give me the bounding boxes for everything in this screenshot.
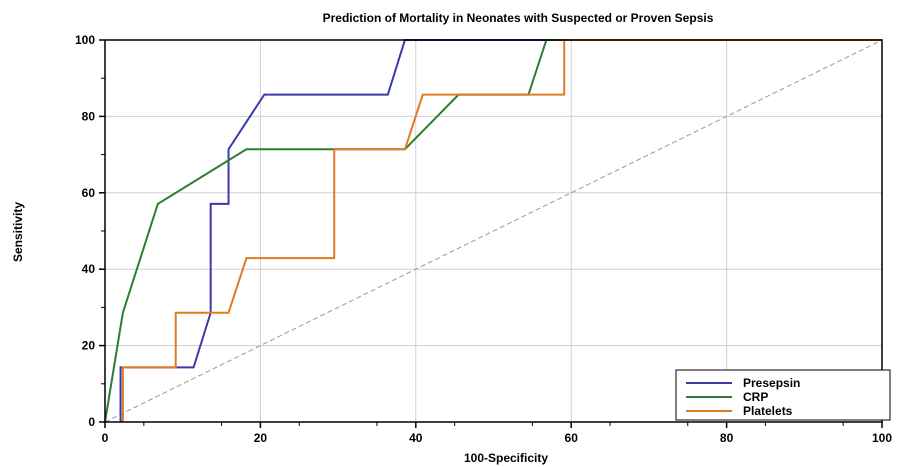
x-tick-label: 20 [254, 431, 268, 445]
x-tick-label: 40 [409, 431, 423, 445]
legend-label-platelets: Platelets [743, 404, 793, 418]
x-axis-ticks: 0 20 40 60 80 100 [102, 422, 892, 445]
series-lines [104, 39, 882, 423]
legend: Presepsin CRP Platelets [675, 369, 891, 421]
y-tick-label: 40 [82, 262, 96, 276]
reference-line [104, 39, 883, 423]
y-axis-ticks: 0 20 40 60 80 100 [75, 33, 105, 429]
reference-diagonal [104, 39, 883, 423]
y-tick-label: 0 [88, 415, 95, 429]
series-line-platelets [121, 39, 882, 422]
x-axis-label: 100-Specificity [464, 451, 548, 465]
y-tick-label: 60 [82, 186, 96, 200]
x-tick-label: 60 [565, 431, 579, 445]
legend-label-presepsin: Presepsin [743, 376, 800, 390]
x-tick-label: 100 [872, 431, 892, 445]
x-tick-label: 80 [720, 431, 734, 445]
y-tick-label: 20 [82, 339, 96, 353]
y-tick-label: 80 [82, 109, 96, 123]
chart-title: Prediction of Mortality in Neonates with… [323, 11, 714, 25]
legend-label-crp: CRP [743, 390, 768, 404]
grid [105, 40, 882, 422]
y-tick-label: 100 [75, 33, 95, 47]
y-axis-label: Sensitivity [11, 202, 25, 262]
x-tick-label: 0 [102, 431, 109, 445]
series-line-presepsin [119, 39, 882, 422]
